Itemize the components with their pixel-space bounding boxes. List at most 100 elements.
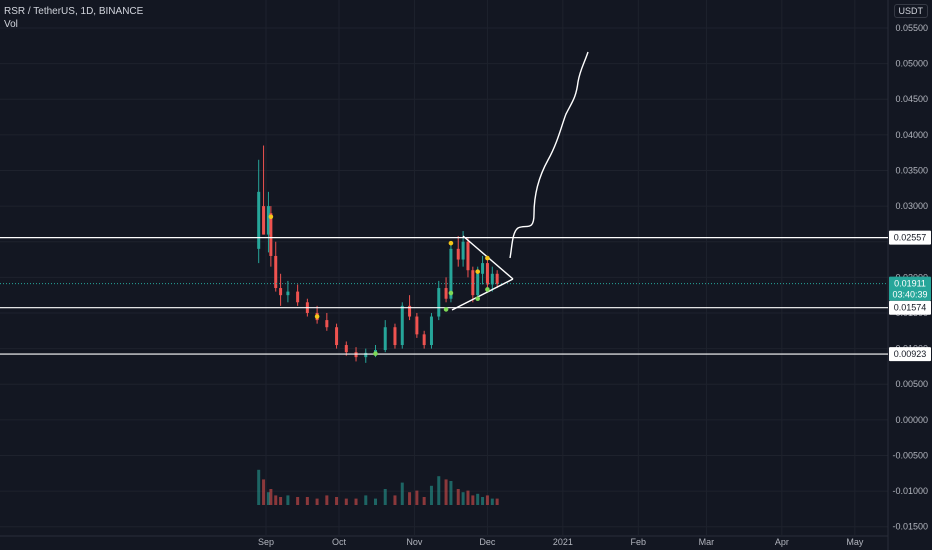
- candle-body: [476, 273, 480, 296]
- candle-body: [279, 288, 283, 296]
- signal-marker: [485, 255, 490, 261]
- volume-bar: [286, 495, 290, 505]
- level-price-label: 0.00923: [894, 349, 927, 359]
- volume-bar: [415, 490, 419, 505]
- volume-bar: [266, 492, 270, 505]
- candles: [257, 145, 499, 363]
- y-tick-label: 0.04000: [895, 130, 928, 140]
- projection-curve[interactable]: [509, 51, 589, 259]
- x-tick-label: May: [846, 537, 864, 547]
- level-price-label: 0.02557: [894, 233, 927, 243]
- x-tick-label: Feb: [631, 537, 647, 547]
- currency-pill[interactable]: USDT: [893, 4, 928, 18]
- volume-bar: [364, 495, 368, 505]
- volume-bar: [269, 489, 273, 505]
- candle-body: [456, 248, 460, 260]
- y-tick-label: 0.03000: [895, 201, 928, 211]
- last-price-countdown: 03:40:39: [892, 290, 927, 300]
- volume-bar: [279, 497, 283, 505]
- candle-body: [490, 273, 494, 285]
- candle-body: [400, 305, 404, 346]
- x-tick-label: Mar: [699, 537, 715, 547]
- signal-marker: [268, 214, 274, 220]
- candle-body: [408, 305, 412, 317]
- volume-bar: [476, 493, 480, 505]
- candle-body: [471, 270, 475, 296]
- volume-bar: [296, 497, 300, 505]
- candle-body: [485, 263, 489, 285]
- volume-bar: [437, 476, 441, 505]
- candle-body: [262, 206, 266, 235]
- y-tick-label: -0.00500: [892, 450, 928, 460]
- volume-bars: [257, 469, 499, 505]
- volume-bar: [422, 497, 426, 505]
- y-tick-label: 0.03500: [895, 165, 928, 175]
- level-price-label-box: [889, 300, 931, 315]
- horizontal-levels[interactable]: [0, 237, 888, 355]
- candle-body: [325, 320, 329, 328]
- signal-marker: [314, 314, 320, 319]
- candle-body: [335, 327, 339, 346]
- volume-bar: [383, 489, 387, 505]
- x-tick-label: 2021: [553, 537, 573, 547]
- y-tick-label: 0.00500: [895, 379, 928, 389]
- volume-bar: [481, 497, 485, 505]
- candle-body: [383, 327, 387, 351]
- volume-bar: [456, 489, 460, 505]
- candle-body: [393, 327, 397, 346]
- volume-bar: [408, 492, 412, 505]
- candle-body: [364, 352, 368, 358]
- candle-body: [286, 291, 290, 296]
- candle-body: [257, 191, 261, 249]
- y-tick-label: 0.04500: [895, 94, 928, 104]
- volume-bar: [274, 495, 278, 505]
- candle-body: [449, 248, 453, 299]
- signal-marker: [448, 240, 454, 246]
- volume-bar: [315, 498, 319, 505]
- volume-bar: [257, 469, 261, 505]
- volume-bar: [495, 498, 499, 505]
- level-price-label-box: [889, 230, 931, 245]
- candle-body: [461, 241, 465, 260]
- signal-marker: [485, 287, 490, 292]
- volume-bar: [344, 498, 348, 505]
- candle-body: [269, 213, 273, 256]
- y-tick-label: 0.00000: [895, 415, 928, 425]
- candle-body: [266, 206, 270, 235]
- volume-bar: [466, 490, 470, 505]
- volume-bar: [305, 497, 309, 505]
- x-tick-label: Oct: [332, 537, 347, 547]
- candle-body: [422, 334, 426, 346]
- candle-body: [444, 288, 448, 299]
- level-price-label: 0.01574: [894, 303, 927, 313]
- candle-body: [466, 241, 470, 271]
- last-price-value: 0.01911: [894, 279, 926, 289]
- volume-bar: [444, 479, 448, 505]
- signal-marker: [373, 351, 378, 356]
- x-tick-label: Apr: [775, 537, 789, 547]
- candle-body: [344, 345, 348, 353]
- volume-bar: [354, 498, 358, 505]
- volume-bar: [490, 498, 494, 505]
- x-tick-label: Sep: [258, 537, 274, 547]
- candle-body: [437, 288, 441, 317]
- y-tick-label: -0.01500: [892, 522, 928, 532]
- symbol-title: RSR / TetherUS, 1D, BINANCE: [4, 6, 144, 17]
- signal-marker: [448, 290, 454, 296]
- volume-bar: [374, 498, 377, 505]
- volume-bar: [461, 492, 465, 505]
- y-tick-label: 0.05500: [895, 23, 928, 33]
- last-price-label-box: [889, 276, 931, 301]
- signal-marker: [475, 269, 481, 274]
- y-tick-label: 0.05000: [895, 59, 928, 69]
- volume-bar: [449, 481, 453, 505]
- candle-body: [481, 263, 485, 274]
- volume-bar: [485, 495, 489, 505]
- volume-bar: [335, 497, 339, 505]
- volume-bar: [393, 495, 397, 505]
- y-tick-label: -0.01000: [892, 486, 928, 496]
- triangle-lower-line[interactable]: [451, 278, 514, 311]
